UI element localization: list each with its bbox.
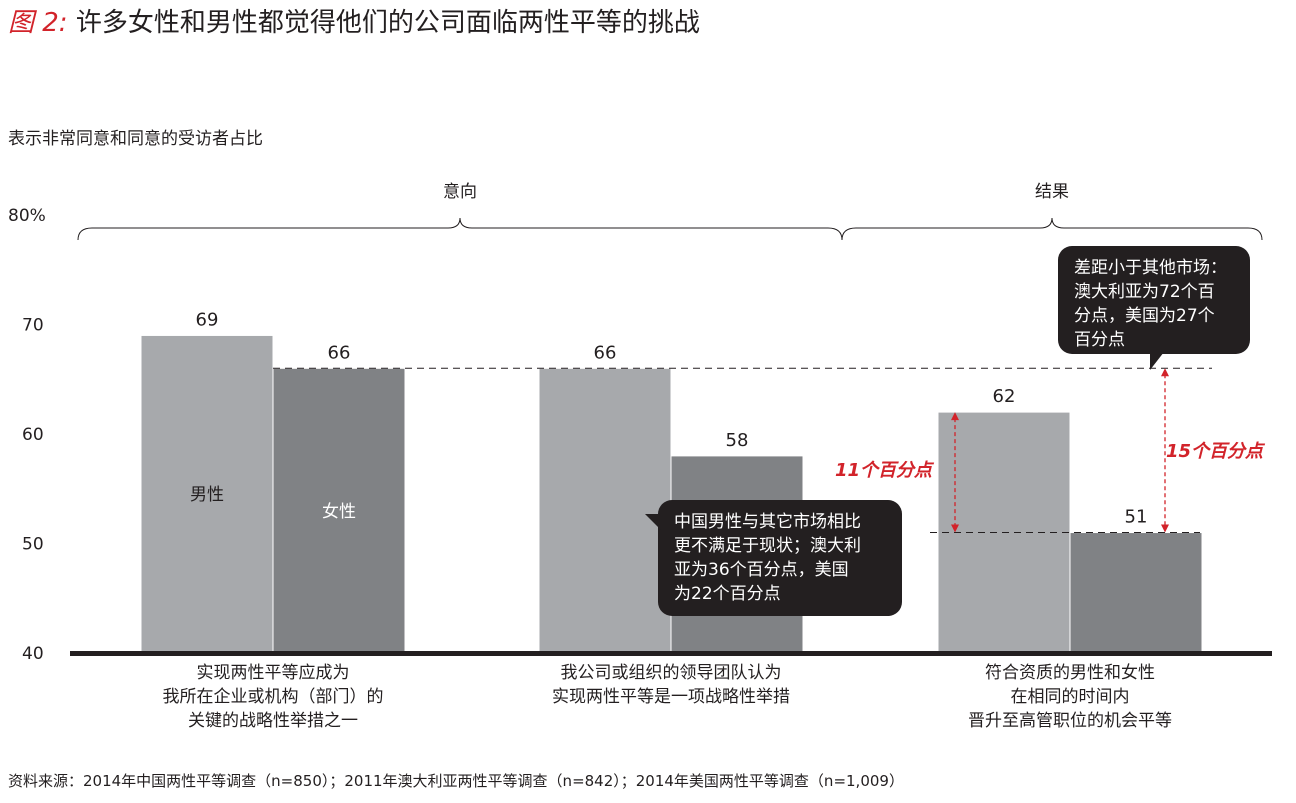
figure-title: 许多女性和男性都觉得他们的公司面临两性平等的挑战	[75, 8, 700, 38]
category-label: 我所在企业或机构（部门）的	[163, 687, 384, 707]
callout-china: 中国男性与其它市场相比 更不满足于现状；澳大利 亚为36个百分点，美国 为22个…	[658, 500, 902, 616]
bar-value-label: 66	[594, 342, 617, 363]
y-tick-label: 60	[22, 425, 44, 445]
callout-gap-line: 澳大利亚为72个百	[1074, 282, 1215, 302]
series-label: 女性	[322, 502, 356, 522]
arrow-head	[951, 524, 959, 533]
callout-china-line: 中国男性与其它市场相比	[674, 512, 861, 532]
category-label: 实现两性平等应成为	[197, 663, 350, 683]
group-brace-outcome	[841, 217, 1263, 241]
arrow-head	[1161, 368, 1169, 377]
group-label: 结果	[1035, 182, 1069, 202]
bar-women	[1069, 532, 1203, 654]
category-label: 晋升至高管职位的机会平等	[968, 711, 1172, 731]
y-tick-label: 40	[22, 644, 44, 664]
group-label: 意向	[443, 182, 477, 202]
bar-value-label: 62	[993, 386, 1016, 407]
category-label: 实现两性平等是一项战略性举措	[552, 687, 790, 707]
category-label: 在相同的时间内	[1011, 687, 1130, 707]
arrow-head	[951, 412, 959, 421]
gap-label: 15个百分点	[1166, 441, 1266, 462]
category-label: 关键的战略性举措之一	[188, 711, 358, 731]
callout-gap-line: 分点，美国为27个	[1074, 306, 1215, 326]
callout-gap-line: 差距小于其他市场：	[1074, 258, 1227, 278]
x-axis-baseline	[70, 651, 1272, 656]
callout-gap: 差距小于其他市场： 澳大利亚为72个百 分点，美国为27个 百分点	[1058, 246, 1250, 370]
y-tick-label: 70	[22, 316, 44, 336]
y-tick-label: 50	[22, 535, 44, 555]
callout-gap-line: 百分点	[1074, 330, 1125, 350]
source-note: 资料来源：2014年中国两性平等调查（n=850）；2011年澳大利亚两性平等调…	[8, 772, 904, 790]
category-label: 我公司或组织的领导团队认为	[561, 663, 782, 683]
bar-value-label: 66	[328, 342, 351, 363]
bar-value-label: 69	[196, 309, 219, 330]
callout-china-line: 更不满足于现状；澳大利	[674, 536, 861, 556]
callout-china-line: 为22个百分点	[674, 584, 781, 604]
y-tick-label: 80%	[8, 206, 46, 226]
callout-china-line: 亚为36个百分点，美国	[674, 560, 849, 580]
arrow-head	[1161, 524, 1169, 533]
bar-women	[272, 367, 406, 654]
bar-value-label: 51	[1125, 507, 1148, 528]
gap-label: 11个百分点	[835, 460, 935, 481]
figure-number: 图 2:	[8, 8, 68, 38]
series-label: 男性	[190, 485, 224, 505]
group-brace-intent	[77, 217, 843, 241]
bar-value-label: 58	[726, 430, 749, 451]
category-label: 符合资质的男性和女性	[985, 663, 1155, 683]
bar-men	[538, 367, 672, 654]
chart-subtitle: 表示非常同意和同意的受访者占比	[8, 129, 263, 149]
page-title: 图 2: 许多女性和男性都觉得他们的公司面临两性平等的挑战	[8, 4, 700, 42]
